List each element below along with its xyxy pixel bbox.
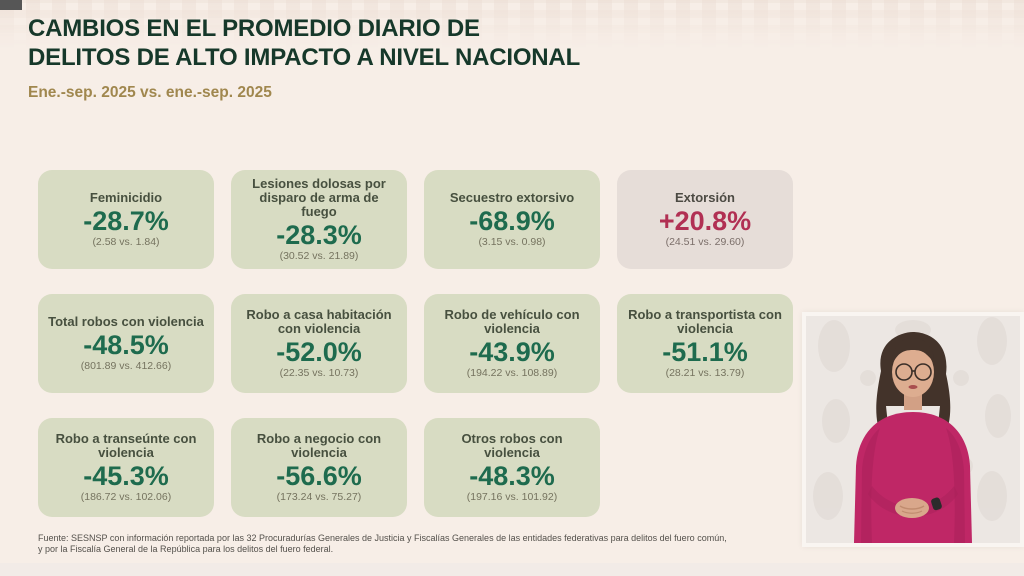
stat-card-values: (173.24 vs. 75.27) xyxy=(276,490,362,503)
stat-card-grid: Feminicidio -28.7% (2.58 vs. 1.84) Lesio… xyxy=(38,170,793,517)
stat-card-change: -28.7% xyxy=(83,206,169,237)
stat-card-values: (24.51 vs. 29.60) xyxy=(665,235,745,248)
stat-card-title: Robo a casa habitación con violencia xyxy=(246,306,392,337)
stat-card-change: -43.9% xyxy=(469,337,555,368)
stat-card-title: Robo a transportista con violencia xyxy=(628,306,782,337)
interpreter-figure xyxy=(854,332,972,543)
stat-card-robo-negocio: Robo a negocio con violencia -56.6% (173… xyxy=(231,418,407,517)
stat-card-values: (186.72 vs. 102.06) xyxy=(80,490,172,503)
stat-card-feminicidio: Feminicidio -28.7% (2.58 vs. 1.84) xyxy=(38,170,214,269)
sign-language-interpreter-video xyxy=(802,312,1024,547)
stat-card-title: Feminicidio xyxy=(89,189,163,205)
stat-card-values: (3.15 vs. 0.98) xyxy=(478,235,546,248)
stat-card-change: -52.0% xyxy=(276,337,362,368)
page-title: CAMBIOS EN EL PROMEDIO DIARIO DE DELITOS… xyxy=(28,14,580,73)
stat-card-secuestro-extorsivo: Secuestro extorsivo -68.9% (3.15 vs. 0.9… xyxy=(424,170,600,269)
stat-card-change: -28.3% xyxy=(276,220,362,251)
stat-card-title: Lesiones dolosas por disparo de arma de … xyxy=(252,175,386,220)
stat-card-otros-robos: Otros robos con violencia -48.3% (197.16… xyxy=(424,418,600,517)
stat-card-title: Robo a transeúnte con violencia xyxy=(55,430,197,461)
stat-card-title: Total robos con violencia xyxy=(48,313,204,329)
stat-card-title: Secuestro extorsivo xyxy=(449,189,575,205)
bottom-strip xyxy=(0,563,1024,576)
page-title-line2: DELITOS DE ALTO IMPACTO A NIVEL NACIONAL xyxy=(28,44,581,72)
background-pattern xyxy=(0,0,1024,48)
stat-card-values: (22.35 vs. 10.73) xyxy=(279,366,359,379)
stat-card-robo-casa-habitacion: Robo a casa habitación con violencia -52… xyxy=(231,294,407,393)
stat-card-title: Otros robos con violencia xyxy=(461,430,563,461)
stat-card-change: +20.8% xyxy=(658,206,752,237)
stat-card-values: (28.21 vs. 13.79) xyxy=(665,366,745,379)
stat-card-change: -56.6% xyxy=(276,461,362,492)
stat-card-values: (2.58 vs. 1.84) xyxy=(92,235,160,248)
stat-card-change: -68.9% xyxy=(469,206,555,237)
source-note-line1: Fuente: SESNSP con información reportada… xyxy=(38,533,727,543)
stat-card-title: Extorsión xyxy=(675,189,735,205)
stat-card-robo-transportista: Robo a transportista con violencia -51.1… xyxy=(617,294,793,393)
stat-card-extorsion: Extorsión +20.8% (24.51 vs. 29.60) xyxy=(617,170,793,269)
stat-card-lesiones-dolosas: Lesiones dolosas por disparo de arma de … xyxy=(231,170,407,269)
stat-card-title: Robo de vehículo con violencia xyxy=(444,306,580,337)
stat-card-values: (194.22 vs. 108.89) xyxy=(466,366,558,379)
source-note-line2: y por la Fiscalía General de la Repúblic… xyxy=(38,544,334,555)
stat-card-total-robos: Total robos con violencia -48.5% (801.89… xyxy=(38,294,214,393)
source-note: Fuente: SESNSP con información reportada… xyxy=(38,533,798,556)
corner-artifact xyxy=(0,0,22,10)
stat-card-title: Robo a negocio con violencia xyxy=(256,430,382,461)
page-title-line1: CAMBIOS EN EL PROMEDIO DIARIO DE xyxy=(28,15,480,42)
stat-card-change: -48.5% xyxy=(83,330,169,361)
stat-card-robo-transeunte: Robo a transeúnte con violencia -45.3% (… xyxy=(38,418,214,517)
stat-card-change: -45.3% xyxy=(83,461,169,492)
stat-card-values: (801.89 vs. 412.66) xyxy=(80,359,172,372)
stat-card-values: (197.16 vs. 101.92) xyxy=(466,490,558,503)
interpreter-illustration xyxy=(806,316,1020,543)
stat-card-values: (30.52 vs. 21.89) xyxy=(279,249,359,262)
stat-card-change: -48.3% xyxy=(469,461,555,492)
comparison-period-subtitle: Ene.-sep. 2025 vs. ene.-sep. 2025 xyxy=(28,84,272,101)
stat-card-change: -51.1% xyxy=(662,337,748,368)
stat-card-robo-vehiculo: Robo de vehículo con violencia -43.9% (1… xyxy=(424,294,600,393)
